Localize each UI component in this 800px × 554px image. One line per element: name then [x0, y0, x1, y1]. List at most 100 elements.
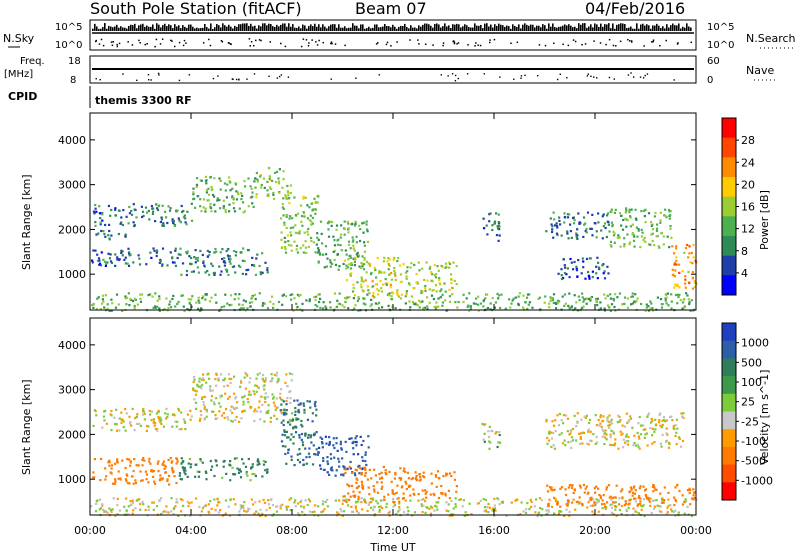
scatter-cell [673, 263, 676, 266]
scatter-cell [554, 224, 557, 227]
scatter-cell [188, 255, 191, 258]
scatter-cell [344, 440, 347, 443]
scatter-cell [641, 505, 644, 508]
scatter-cell [651, 223, 654, 226]
scatter-cell [204, 504, 208, 507]
scatter-cell [203, 198, 206, 201]
scatter-cell [304, 432, 307, 435]
scatter-cell [425, 261, 428, 264]
nsearch-dot [182, 44, 185, 47]
scatter-cell [551, 225, 554, 228]
scatter-cell [491, 509, 494, 512]
nsky-bar [546, 28, 548, 31]
nsearch-dot [116, 43, 118, 46]
scatter-cell [246, 398, 249, 401]
scatter-cell [577, 259, 580, 262]
scatter-cell [547, 510, 550, 513]
scatter-cell [186, 250, 189, 253]
scatter-cell [299, 501, 302, 504]
scatter-cell [631, 491, 634, 494]
scatter-cell [391, 490, 394, 493]
scatter-cell [223, 385, 226, 388]
nsky-bar [358, 28, 360, 31]
scatter-cell [230, 405, 233, 408]
scatter-cell [313, 402, 316, 405]
scatter-cell [377, 306, 381, 310]
scatter-cell [339, 508, 342, 511]
scatter-cell [408, 300, 411, 303]
nsearch-dot [249, 45, 252, 47]
scatter-cell [566, 417, 569, 420]
scatter-cell [209, 385, 212, 388]
scatter-cell [321, 242, 324, 245]
scatter-cell [329, 265, 332, 268]
scatter-cell [185, 251, 188, 254]
scatter-cell [628, 211, 631, 214]
scatter-cell [313, 510, 316, 513]
scatter-cell [647, 412, 651, 415]
scatter-cell [687, 256, 690, 259]
scatter-cell [176, 302, 179, 306]
nave-dot [378, 74, 381, 76]
scatter-cell [224, 512, 227, 515]
scatter-cell [157, 416, 160, 419]
scatter-cell [156, 209, 160, 212]
scatter-cell [609, 420, 613, 423]
scatter-cell [255, 510, 258, 513]
scatter-cell [678, 293, 681, 296]
scatter-cell [264, 514, 267, 518]
scatter-cell [152, 508, 155, 511]
scatter-cell [572, 439, 575, 442]
scatter-cell [215, 460, 218, 463]
scatter-cell [438, 277, 441, 280]
scatter-cell [622, 446, 625, 449]
scatter-cell [279, 398, 283, 401]
scatter-cell [333, 239, 336, 242]
scatter-cell [311, 511, 314, 514]
scatter-cell [347, 492, 350, 495]
scatter-cell [655, 235, 658, 238]
scatter-cell [368, 501, 371, 504]
scatter-cell [281, 303, 284, 306]
scatter-cell [615, 484, 618, 487]
scatter-cell [584, 230, 587, 233]
scatter-cell [622, 438, 625, 441]
nsky-bar [658, 25, 660, 31]
scatter-cell [621, 303, 624, 306]
scatter-cell [162, 222, 165, 225]
scatter-cell [334, 263, 338, 266]
scatter-cell [359, 228, 362, 231]
scatter-cell [286, 190, 289, 193]
scatter-cell [241, 396, 244, 399]
scatter-cell [197, 271, 200, 274]
scatter-cell [554, 301, 557, 304]
scatter-cell [574, 307, 577, 310]
scatter-cell [409, 266, 412, 269]
scatter-cell [489, 308, 492, 311]
scatter-cell [333, 456, 336, 459]
scatter-cell [124, 262, 127, 265]
nsky-bar [190, 24, 192, 31]
scatter-cell [327, 228, 330, 231]
scatter-cell [180, 294, 183, 297]
scatter-cell [466, 305, 469, 308]
nsearch-dot [220, 40, 223, 42]
scatter-cell [352, 453, 355, 456]
scatter-cell [370, 271, 373, 275]
scatter-cell [552, 432, 555, 435]
scatter-cell [618, 292, 621, 295]
scatter-cell [549, 299, 552, 302]
scatter-cell [196, 384, 199, 387]
scatter-cell [361, 456, 364, 459]
scatter-cell [614, 208, 617, 211]
scatter-cell [125, 497, 128, 500]
scatter-cell [677, 296, 680, 299]
scatter-cell [682, 412, 685, 415]
scatter-cell [225, 196, 228, 199]
scatter-cell [246, 474, 249, 477]
nsearch-dot [202, 42, 205, 44]
scatter-cell [284, 381, 287, 384]
scatter-cell [659, 221, 662, 224]
scatter-cell [284, 248, 287, 251]
scatter-cell [603, 277, 607, 280]
